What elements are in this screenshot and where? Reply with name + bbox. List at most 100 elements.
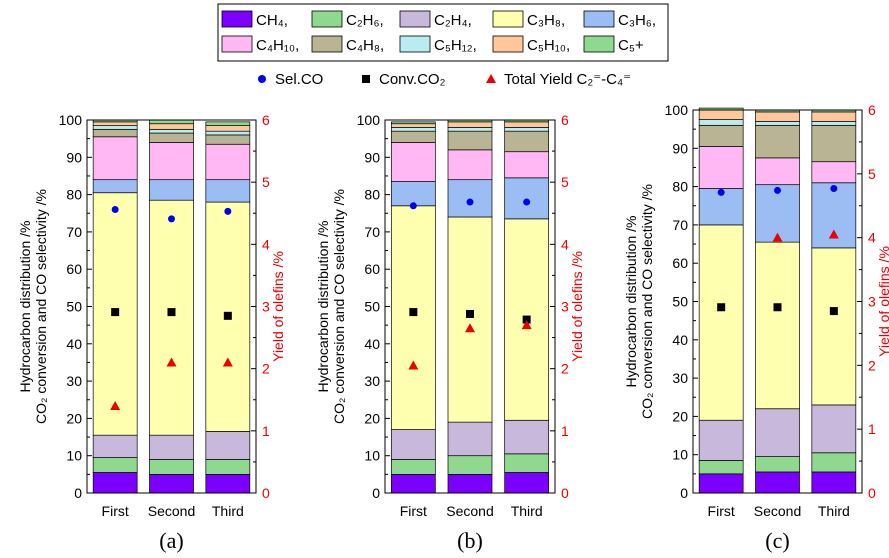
olefin-yield-point (465, 323, 475, 333)
legend-label: C₃H₈, (527, 12, 565, 29)
conv-co2-point (522, 315, 531, 324)
legend-label: C₂H₄, (434, 12, 472, 29)
bar-segment (92, 128, 138, 138)
bar-segment (755, 121, 800, 126)
bar-segment (698, 419, 744, 461)
bar-segment (447, 121, 493, 128)
right-tick-label: 3 (262, 299, 270, 315)
left-tick-label: 50 (364, 299, 380, 315)
legend-swatch (492, 10, 524, 28)
left-tick-label: 100 (357, 112, 381, 128)
bar-segment (755, 124, 800, 159)
right-tick-label: 1 (868, 421, 876, 437)
category-label: Third (212, 503, 244, 519)
left-tick-label: 90 (672, 140, 688, 156)
left-axis-title-line1: Hydrocarbon distribution /% (315, 221, 331, 393)
marker-legend-label: Sel.CO (275, 71, 323, 88)
bar-segment (811, 111, 857, 122)
bar-segment (92, 457, 138, 473)
left-axis-title-line1: Hydrocarbon distribution /% (623, 216, 639, 388)
left-tick-label: 20 (672, 408, 688, 424)
bar-segment (698, 119, 744, 126)
right-tick-label: 5 (561, 174, 569, 190)
legend-label: C₄H₁₀, (256, 37, 299, 54)
bar-segment (447, 474, 493, 494)
bar-segment (205, 431, 251, 460)
right-tick-label: 2 (262, 361, 270, 377)
bar-segment (811, 404, 857, 454)
right-tick-label: 6 (262, 112, 270, 128)
left-tick-label: 10 (364, 448, 380, 464)
sel-co-point (717, 188, 725, 196)
left-tick-label: 90 (66, 149, 82, 165)
right-axis-title: Yield of olefins /% (270, 251, 286, 362)
sel-co-point (111, 206, 119, 214)
sel-co-point (830, 185, 838, 193)
bar-segment (755, 111, 800, 122)
right-tick-label: 5 (868, 166, 876, 182)
bar-segment (205, 143, 251, 181)
bar-segment (390, 205, 436, 430)
olefin-yield-point (828, 229, 839, 239)
left-axis-title-line2: CO₂ conversion and CO selectivity /% (331, 189, 347, 424)
category-label: First (400, 503, 427, 519)
bar-segment (811, 247, 857, 406)
legend-swatch (583, 35, 615, 53)
bar-segment (755, 408, 800, 457)
conv-co2-point (773, 303, 782, 312)
bar-segment (92, 136, 138, 181)
legend-swatch (221, 10, 253, 28)
left-tick-label: 100 (59, 112, 83, 128)
left-axis-title-line2: CO₂ conversion and CO selectivity /% (639, 184, 655, 419)
bar-segment (390, 474, 436, 494)
left-tick-label: 90 (364, 149, 380, 165)
legend-swatch (399, 35, 431, 53)
left-tick-label: 50 (66, 299, 82, 315)
legend-swatch (311, 35, 343, 53)
left-tick-label: 0 (74, 485, 82, 501)
left-tick-label: 80 (66, 187, 82, 203)
conv-co2-point (167, 308, 176, 317)
marker-legend-label: Conv.CO₂ (379, 71, 446, 88)
right-tick-label: 3 (868, 294, 876, 310)
left-tick-label: 80 (672, 179, 688, 195)
right-tick-label: 4 (868, 230, 876, 246)
bar-segment (390, 127, 436, 132)
right-tick-label: 6 (561, 112, 569, 128)
bar-segment (92, 121, 138, 126)
right-tick-label: 5 (262, 174, 270, 190)
bar-segment (205, 125, 251, 132)
right-tick-label: 2 (868, 357, 876, 373)
right-axis-title: Yield of olefins /% (569, 251, 585, 362)
sel-co-point (466, 198, 474, 206)
category-label: Second (148, 503, 195, 519)
bar-segment (149, 434, 194, 460)
bar-segment (504, 127, 550, 132)
left-tick-label: 70 (66, 224, 82, 240)
right-axis-title: Yield of olefins /% (876, 246, 889, 357)
bar-segment (504, 472, 550, 494)
bar-segment (92, 472, 138, 494)
left-tick-label: 10 (66, 448, 82, 464)
chart-panel: 0 10 20 30 40 50 60 70 80 90 100 0 1 2 3 4 5 6 First Second… (17, 112, 286, 553)
conv-co2-point (111, 308, 120, 317)
bar-segment (811, 161, 857, 184)
left-tick-label: 60 (66, 261, 82, 277)
conv-co2-point (223, 311, 232, 320)
left-tick-label: 100 (665, 102, 689, 118)
bar-segment (447, 179, 493, 218)
bar-segment (698, 224, 744, 421)
bar-segment (149, 199, 194, 436)
sel-co-point (224, 207, 232, 215)
marker-legend-label: Total Yield C₂⁼-C₄⁼ (504, 71, 631, 88)
left-tick-label: 0 (680, 485, 688, 501)
right-tick-label: 0 (561, 485, 569, 501)
bar-segment (755, 157, 800, 186)
bar-segment (755, 184, 800, 243)
bar-segment (447, 421, 493, 457)
left-tick-label: 20 (364, 410, 380, 426)
left-tick-label: 10 (672, 447, 688, 463)
conv-co2-point (829, 307, 838, 316)
legend-label: C₅H₁₀, (527, 37, 570, 54)
